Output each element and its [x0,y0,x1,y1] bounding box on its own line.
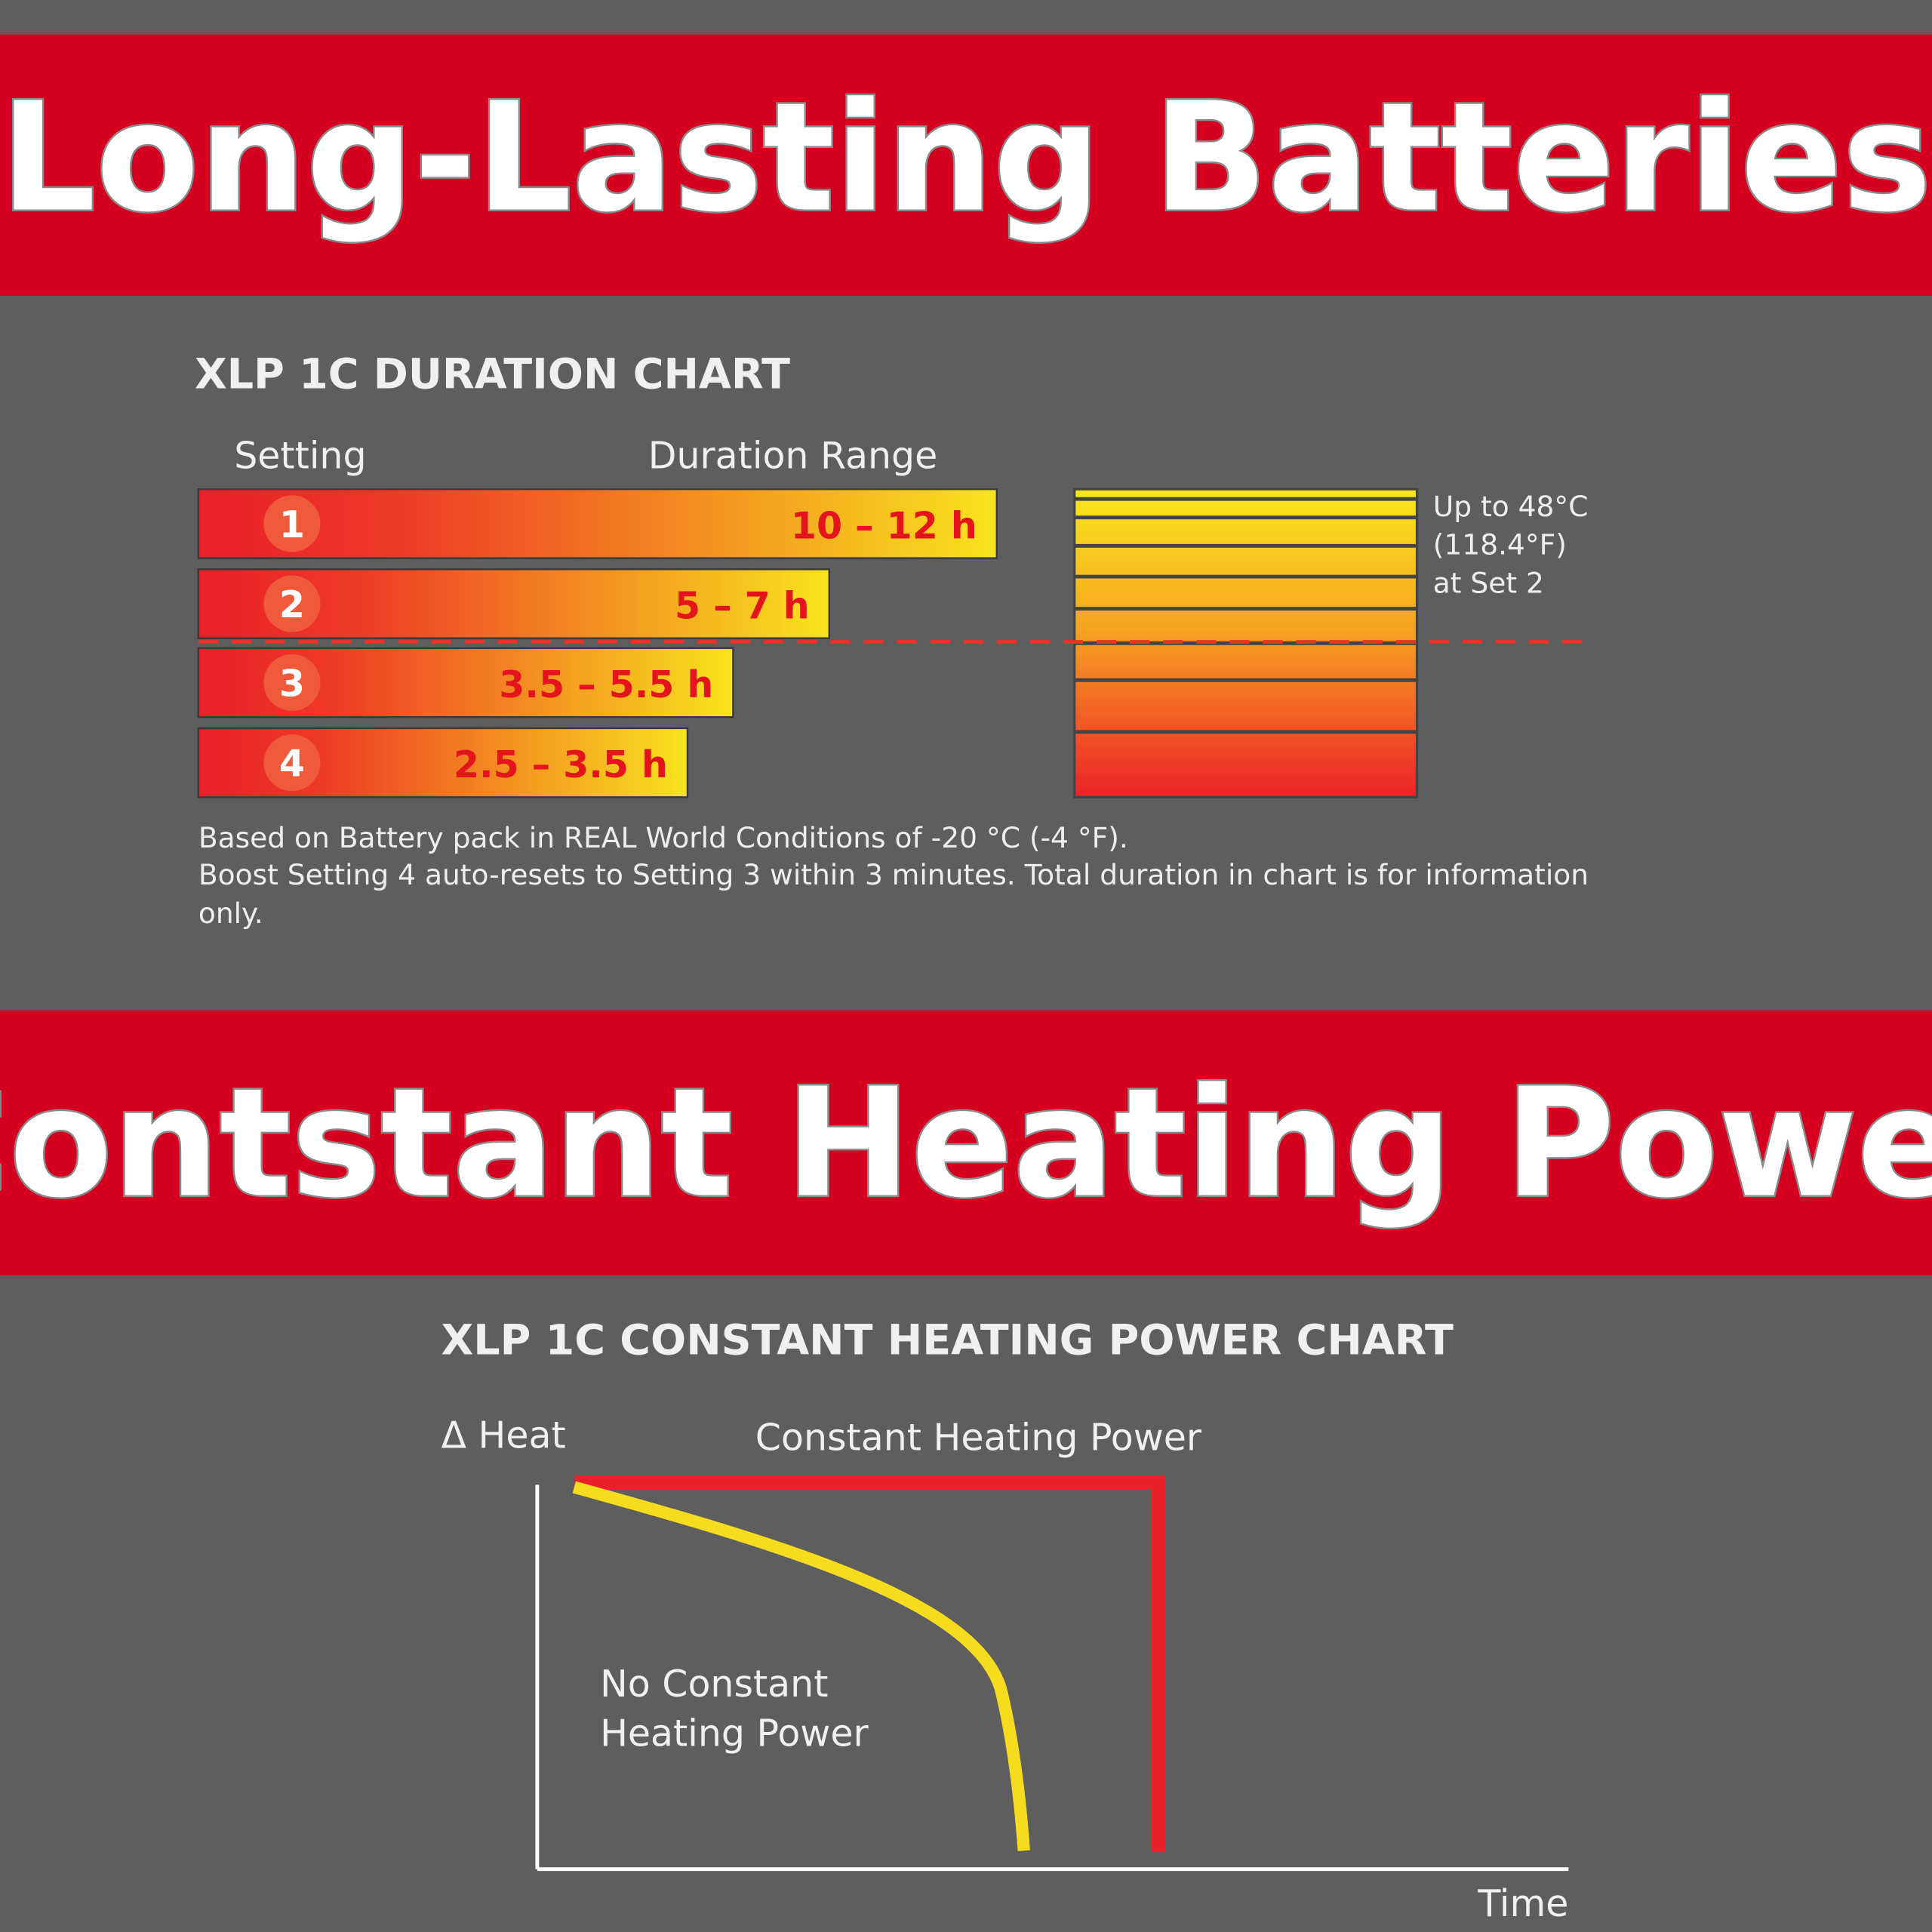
setting-number: 3 [279,662,305,705]
column-header: Setting [234,434,366,477]
setting-badge [263,654,321,712]
setting-badge [263,495,321,552]
banner-title: Contstant Heating Power [0,1056,1932,1231]
y-axis-label: Δ Heat [441,1414,565,1457]
setting-number: 1 [279,503,305,546]
temperature-note: Up to 48°C [1433,490,1589,523]
constant-power-line [574,1475,1165,1852]
column-header: Duration Range [648,434,937,477]
duration-label: 5 – 7 h [675,585,810,628]
chart-title: XLP 1C DURATION CHART [195,349,790,398]
chart-title: XLP 1C CONSTANT HEATING POWER CHART [441,1315,1454,1364]
series-label: Heating Power [600,1712,869,1755]
footnote: Boost Setting 4 auto-resets to Setting 3… [198,858,1589,891]
non-constant-power-line [572,1481,1030,1851]
duration-label: 10 – 12 h [791,504,977,547]
setting-number: 4 [279,743,305,786]
series-label: No Constant [600,1663,828,1706]
banner [0,1010,1932,1275]
setting-number: 2 [279,583,305,626]
duration-bar [197,488,998,559]
x-axis-label: Time [1478,1882,1569,1925]
setting-badge [263,734,321,792]
temperature-note: (118.4°F) [1433,528,1567,561]
duration-label: 2.5 – 3.5 h [454,743,668,786]
footnote: only. [198,897,263,930]
temperature-note: at Set 2 [1433,566,1544,599]
duration-label: 3.5 – 5.5 h [499,663,713,706]
banner [0,34,1932,296]
series-label: Constant Heating Power [755,1417,1202,1460]
setting-badge [263,575,321,632]
footnote: Based on Battery pack in REAL World Cond… [198,821,1128,854]
banner-title: Long-Lasting Batteries [0,70,1932,245]
